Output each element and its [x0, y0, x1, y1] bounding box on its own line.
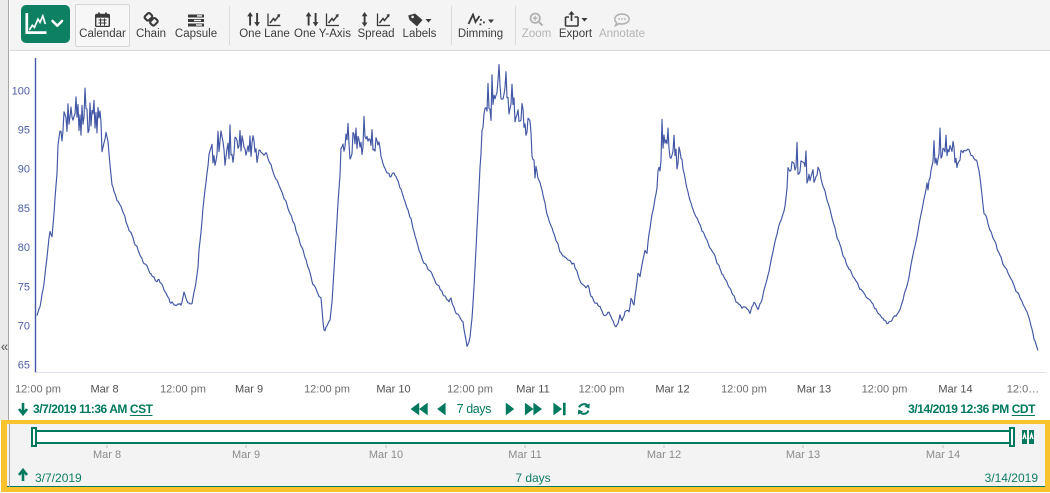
svg-text:65: 65 [18, 360, 30, 372]
svg-text:12:00 pm: 12:00 pm [160, 384, 206, 396]
svg-text:12:00 pm: 12:00 pm [579, 384, 625, 396]
svg-text:90: 90 [18, 164, 30, 176]
svg-text:75: 75 [18, 281, 30, 293]
svg-text:Mar 9: Mar 9 [235, 384, 263, 396]
svg-text:70: 70 [18, 321, 30, 333]
svg-text:Mar 12: Mar 12 [655, 384, 689, 396]
svg-text:85: 85 [18, 203, 30, 215]
svg-text:Mar 8: Mar 8 [90, 384, 118, 396]
svg-text:95: 95 [18, 125, 30, 137]
svg-text:Mar 14: Mar 14 [938, 384, 972, 396]
svg-text:Mar 11: Mar 11 [516, 384, 549, 396]
svg-text:12:00 pm: 12:00 pm [862, 384, 908, 396]
svg-text:100: 100 [12, 85, 30, 97]
svg-text:12:0…: 12:0… [1007, 384, 1039, 396]
svg-text:Mar 13: Mar 13 [797, 384, 831, 396]
svg-text:12:00 pm: 12:00 pm [447, 384, 493, 396]
svg-text:12:00 pm: 12:00 pm [721, 384, 767, 396]
svg-text:12:00 pm: 12:00 pm [15, 384, 61, 396]
svg-text:80: 80 [18, 242, 30, 254]
svg-text:12:00 pm: 12:00 pm [304, 384, 350, 396]
svg-text:Mar 10: Mar 10 [376, 384, 410, 396]
